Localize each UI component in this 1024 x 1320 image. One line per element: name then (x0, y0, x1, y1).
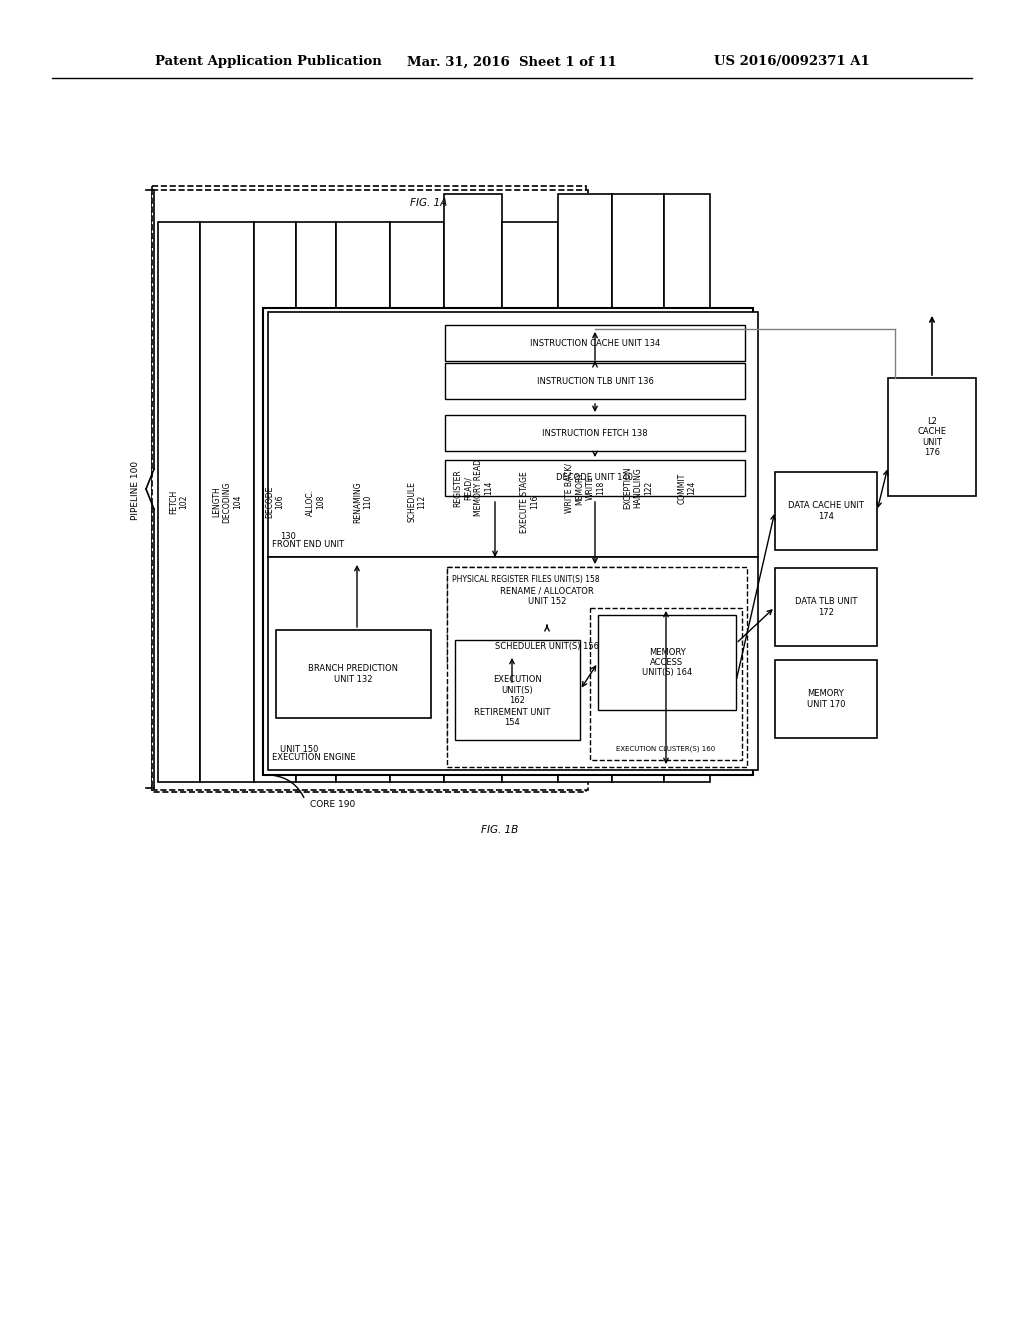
Bar (445, 459, 745, 496)
Bar (447, 568, 647, 624)
Text: UNIT 150: UNIT 150 (280, 744, 318, 754)
Text: CORE 190: CORE 190 (310, 800, 355, 809)
Bar (445, 363, 745, 399)
Text: 130: 130 (280, 532, 296, 541)
Bar (664, 194, 710, 781)
Bar (276, 630, 431, 718)
Bar (444, 194, 502, 781)
Text: ALLOC.
108: ALLOC. 108 (306, 488, 326, 516)
Text: WRITE BACK/
MEMORY
WRITE
118: WRITE BACK/ MEMORY WRITE 118 (565, 463, 605, 513)
Bar (296, 222, 336, 781)
Bar (447, 568, 746, 767)
Bar (336, 222, 390, 781)
Bar (263, 308, 753, 775)
Bar (445, 325, 745, 360)
Bar (447, 628, 647, 664)
Text: US 2016/0092371 A1: US 2016/0092371 A1 (715, 55, 870, 69)
Text: FIG. 1A: FIG. 1A (410, 198, 447, 209)
Bar (590, 609, 742, 760)
Bar (390, 222, 444, 781)
Bar (775, 660, 877, 738)
Text: Patent Application Publication: Patent Application Publication (155, 55, 382, 69)
Bar (268, 312, 758, 557)
Text: DATA CACHE UNIT
174: DATA CACHE UNIT 174 (788, 502, 864, 520)
Text: INSTRUCTION CACHE UNIT 134: INSTRUCTION CACHE UNIT 134 (529, 338, 660, 347)
Bar (598, 615, 736, 710)
Bar (502, 222, 558, 781)
Text: INSTRUCTION TLB UNIT 136: INSTRUCTION TLB UNIT 136 (537, 376, 653, 385)
Bar (158, 222, 200, 781)
Text: EXCEPTION
HANDLING
122: EXCEPTION HANDLING 122 (623, 467, 653, 510)
Bar (268, 557, 758, 770)
Bar (455, 640, 580, 741)
Text: BRANCH PREDICTION
UNIT 132: BRANCH PREDICTION UNIT 132 (308, 664, 398, 684)
Text: EXECUTION CLUSTER(S) 160: EXECUTION CLUSTER(S) 160 (616, 746, 716, 752)
Text: MEMORY
ACCESS
UNIT(S) 164: MEMORY ACCESS UNIT(S) 164 (642, 648, 692, 677)
Text: REGISTER
READ/
MEMORY READ
114: REGISTER READ/ MEMORY READ 114 (453, 459, 494, 516)
Bar (558, 194, 612, 781)
Text: RENAMING
110: RENAMING 110 (353, 482, 373, 523)
Text: L2
CACHE
UNIT
176: L2 CACHE UNIT 176 (918, 417, 946, 457)
Text: EXECUTE STAGE
116: EXECUTE STAGE 116 (520, 471, 540, 533)
Bar (200, 222, 254, 781)
Text: SCHEDULER UNIT(S) 156: SCHEDULER UNIT(S) 156 (495, 642, 599, 651)
Bar (612, 194, 664, 781)
Text: EXECUTION
UNIT(S)
162: EXECUTION UNIT(S) 162 (494, 675, 542, 705)
Bar (775, 473, 877, 550)
Text: DECODE UNIT 140: DECODE UNIT 140 (556, 474, 634, 483)
Text: FRONT END UNIT: FRONT END UNIT (272, 540, 344, 549)
Text: SCHEDULE
112: SCHEDULE 112 (408, 482, 427, 523)
Bar (152, 186, 586, 792)
Text: RENAME / ALLOCATOR
UNIT 152: RENAME / ALLOCATOR UNIT 152 (500, 586, 594, 606)
Text: FIG. 1B: FIG. 1B (481, 825, 518, 836)
Bar (888, 378, 976, 496)
Text: EXECUTION ENGINE: EXECUTION ENGINE (272, 752, 355, 762)
Text: PIPELINE 100: PIPELINE 100 (130, 461, 139, 520)
Text: INSTRUCTION FETCH 138: INSTRUCTION FETCH 138 (542, 429, 648, 437)
Text: RETIREMENT UNIT
154: RETIREMENT UNIT 154 (474, 708, 550, 727)
Bar (447, 685, 577, 750)
Text: PHYSICAL REGISTER FILES UNIT(S) 158: PHYSICAL REGISTER FILES UNIT(S) 158 (452, 576, 600, 583)
Text: DECODE
106: DECODE 106 (265, 486, 285, 519)
Text: Mar. 31, 2016  Sheet 1 of 11: Mar. 31, 2016 Sheet 1 of 11 (408, 55, 616, 69)
Bar (254, 222, 296, 781)
Text: FETCH
102: FETCH 102 (169, 490, 188, 513)
Bar (445, 414, 745, 451)
Text: MEMORY
UNIT 170: MEMORY UNIT 170 (807, 689, 845, 709)
Text: COMMIT
124: COMMIT 124 (677, 473, 696, 504)
Text: DATA TLB UNIT
172: DATA TLB UNIT 172 (795, 597, 857, 616)
Text: LENGTH
DECODING
104: LENGTH DECODING 104 (212, 482, 242, 523)
Bar (152, 190, 588, 789)
Bar (775, 568, 877, 645)
